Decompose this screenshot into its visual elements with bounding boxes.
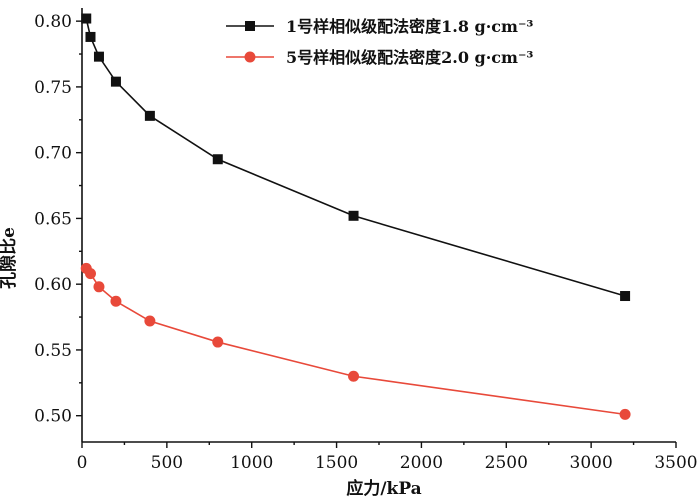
series-2-point: [619, 408, 631, 420]
y-tick-label: 0.60: [34, 275, 72, 295]
y-axis-title: 孔隙比e: [0, 227, 19, 289]
y-tick-label: 0.70: [34, 144, 72, 164]
series-1-point: [110, 76, 121, 87]
x-tick-label: 3000: [570, 453, 613, 473]
x-axis-ticks: 0 500 1000 1500 2000 2500 3000 3500: [77, 442, 698, 473]
x-tick-label: 2000: [400, 453, 443, 473]
series-2-line: [85, 267, 626, 416]
y-axis-ticks: 0.50 0.55 0.60 0.65 0.70 0.75 0.80: [34, 12, 82, 427]
series-1: [81, 13, 631, 302]
series-1-point: [212, 154, 223, 165]
series-2-point: [93, 281, 105, 293]
legend-label-1: 1号样相似级配法密度1.8 g·cm⁻³: [286, 17, 533, 36]
x-tick-label: 1000: [230, 453, 273, 473]
legend-label-2: 5号样相似级配法密度2.0 g·cm⁻³: [286, 48, 533, 67]
series-2-point: [84, 268, 96, 280]
series-1-point: [81, 13, 92, 24]
series-1-point: [348, 210, 359, 221]
series-2-point: [110, 295, 122, 307]
x-tick-label: 0: [77, 453, 88, 473]
x-tick-label: 3500: [654, 453, 697, 473]
legend-marker-2: [244, 51, 256, 63]
series-1-point: [93, 51, 104, 62]
series-layer: [80, 13, 631, 420]
y-tick-label: 0.50: [34, 407, 72, 427]
series-2: [80, 262, 631, 420]
x-axis-title: 应力/kPa: [346, 478, 421, 499]
y-tick-label: 0.75: [34, 78, 72, 98]
y-tick-label: 0.55: [34, 341, 72, 361]
series-1-point: [620, 291, 631, 302]
y-tick-label: 0.65: [34, 209, 72, 229]
series-1-point: [144, 110, 155, 121]
series-2-point: [144, 315, 156, 327]
x-tick-label: 500: [151, 453, 183, 473]
x-tick-label: 2500: [485, 453, 528, 473]
axes: [81, 8, 676, 443]
x-tick-label: 1500: [315, 453, 358, 473]
legend: 1号样相似级配法密度1.8 g·cm⁻³ 5号样相似级配法密度2.0 g·cm⁻³: [226, 17, 533, 67]
series-2-point: [348, 370, 360, 382]
series-1-point: [85, 31, 96, 42]
y-tick-label: 0.80: [34, 12, 72, 32]
legend-marker-1: [245, 21, 255, 31]
series-2-point: [212, 336, 224, 348]
